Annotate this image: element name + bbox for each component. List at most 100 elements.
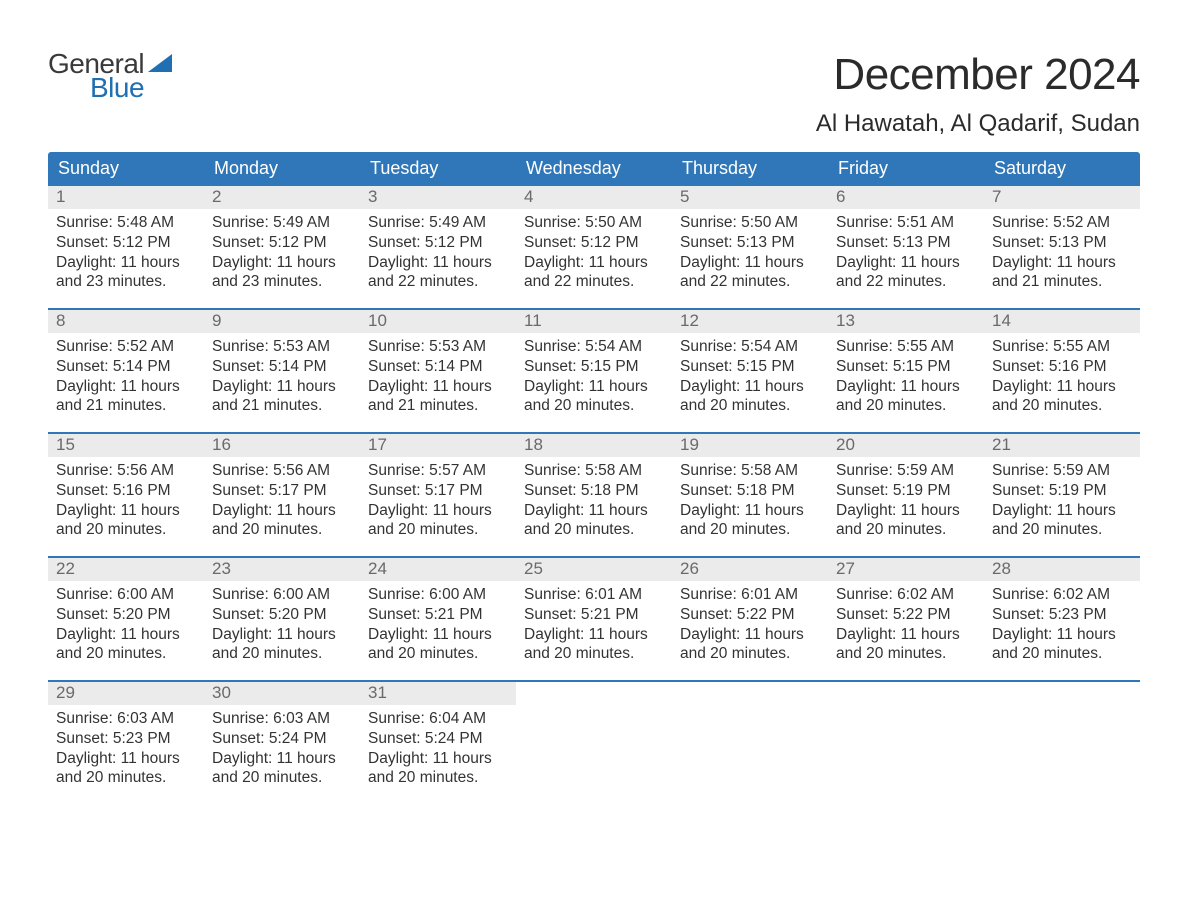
day-body: Sunrise: 5:49 AMSunset: 5:12 PMDaylight:… [360, 209, 516, 300]
day-number: 15 [56, 435, 75, 454]
day-cell: 30 Sunrise: 6:03 AMSunset: 5:24 PMDayligh… [204, 682, 360, 804]
day-number-row: 15 [48, 434, 204, 457]
day-cell: 23 Sunrise: 6:00 AMSunset: 5:20 PMDayligh… [204, 558, 360, 680]
daylight-line1: Daylight: 11 hours [56, 749, 196, 769]
daylight-line2: and 20 minutes. [212, 644, 352, 664]
day-body: Sunrise: 5:57 AMSunset: 5:17 PMDaylight:… [360, 457, 516, 548]
day-number: 25 [524, 559, 543, 578]
daylight-line1: Daylight: 11 hours [524, 377, 664, 397]
sunrise-text: Sunrise: 5:49 AM [368, 213, 508, 233]
daylight-line1: Daylight: 11 hours [56, 625, 196, 645]
sunrise-text: Sunrise: 5:51 AM [836, 213, 976, 233]
daylight-line2: and 20 minutes. [56, 768, 196, 788]
sunrise-text: Sunrise: 5:50 AM [524, 213, 664, 233]
day-number: 30 [212, 683, 231, 702]
sunset-text: Sunset: 5:21 PM [368, 605, 508, 625]
daylight-line1: Daylight: 11 hours [368, 501, 508, 521]
sunset-text: Sunset: 5:12 PM [56, 233, 196, 253]
day-body: Sunrise: 5:53 AMSunset: 5:14 PMDaylight:… [204, 333, 360, 424]
day-number-row: 24 [360, 558, 516, 581]
day-body: Sunrise: 6:04 AMSunset: 5:24 PMDaylight:… [360, 705, 516, 796]
day-body: Sunrise: 5:48 AMSunset: 5:12 PMDaylight:… [48, 209, 204, 300]
sunset-text: Sunset: 5:15 PM [680, 357, 820, 377]
day-cell: 5Sunrise: 5:50 AMSunset: 5:13 PMDaylight… [672, 186, 828, 308]
day-number-row: 12 [672, 310, 828, 333]
day-number-row: 14 [984, 310, 1140, 333]
sunrise-text: Sunrise: 5:58 AM [680, 461, 820, 481]
day-number: 23 [212, 559, 231, 578]
day-number-row: 29 [48, 682, 204, 705]
sunrise-text: Sunrise: 5:54 AM [680, 337, 820, 357]
week-row: 8Sunrise: 5:52 AMSunset: 5:14 PMDaylight… [48, 308, 1140, 432]
logo: General Blue [48, 50, 172, 102]
day-number-row: 26 [672, 558, 828, 581]
daylight-line1: Daylight: 11 hours [992, 377, 1132, 397]
daylight-line2: and 23 minutes. [212, 272, 352, 292]
sunrise-text: Sunrise: 6:00 AM [212, 585, 352, 605]
dow-tuesday: Tuesday [360, 152, 516, 186]
sunrise-text: Sunrise: 6:00 AM [368, 585, 508, 605]
daylight-line1: Daylight: 11 hours [992, 253, 1132, 273]
daylight-line2: and 20 minutes. [680, 520, 820, 540]
day-number-row: 11 [516, 310, 672, 333]
daylight-line2: and 20 minutes. [212, 768, 352, 788]
day-number-row: 8 [48, 310, 204, 333]
day-number-row: 19 [672, 434, 828, 457]
day-cell: 26Sunrise: 6:01 AMSunset: 5:22 PMDayligh… [672, 558, 828, 680]
daylight-line2: and 20 minutes. [368, 644, 508, 664]
day-cell: 10Sunrise: 5:53 AMSunset: 5:14 PMDayligh… [360, 310, 516, 432]
day-number-row: 4 [516, 186, 672, 209]
sunrise-text: Sunrise: 6:03 AM [56, 709, 196, 729]
daylight-line2: and 20 minutes. [212, 520, 352, 540]
day-number: 2 [212, 187, 221, 206]
daylight-line2: and 21 minutes. [992, 272, 1132, 292]
day-number: 24 [368, 559, 387, 578]
day-number: 4 [524, 187, 533, 206]
day-number: 14 [992, 311, 1011, 330]
day-number-row: 28 [984, 558, 1140, 581]
sunrise-text: Sunrise: 5:59 AM [836, 461, 976, 481]
sunrise-text: Sunrise: 5:52 AM [56, 337, 196, 357]
day-body: Sunrise: 5:52 AMSunset: 5:14 PMDaylight:… [48, 333, 204, 424]
daylight-line2: and 20 minutes. [368, 520, 508, 540]
day-number: 11 [524, 311, 542, 330]
day-number: 6 [836, 187, 845, 206]
daylight-line1: Daylight: 11 hours [56, 253, 196, 273]
dow-thursday: Thursday [672, 152, 828, 186]
daylight-line1: Daylight: 11 hours [524, 501, 664, 521]
sunrise-text: Sunrise: 6:03 AM [212, 709, 352, 729]
sunset-text: Sunset: 5:19 PM [836, 481, 976, 501]
daylight-line2: and 20 minutes. [992, 520, 1132, 540]
daylight-line2: and 21 minutes. [56, 396, 196, 416]
day-cell: 11 Sunrise: 5:54 AMSunset: 5:15 PMDayligh… [516, 310, 672, 432]
day-body: Sunrise: 6:02 AMSunset: 5:22 PMDaylight:… [828, 581, 984, 672]
day-number: 16 [212, 435, 231, 454]
day-cell: 18Sunrise: 5:58 AMSunset: 5:18 PMDayligh… [516, 434, 672, 556]
day-number: 28 [992, 559, 1011, 578]
sunset-text: Sunset: 5:16 PM [992, 357, 1132, 377]
day-number-row: 30 [204, 682, 360, 705]
daylight-line1: Daylight: 11 hours [836, 625, 976, 645]
sunset-text: Sunset: 5:14 PM [212, 357, 352, 377]
day-body: Sunrise: 6:03 AMSunset: 5:24 PMDaylight:… [204, 705, 360, 796]
day-cell: 22Sunrise: 6:00 AMSunset: 5:20 PMDayligh… [48, 558, 204, 680]
daylight-line1: Daylight: 11 hours [56, 377, 196, 397]
dow-friday: Friday [828, 152, 984, 186]
page-title: December 2024 [816, 50, 1140, 100]
day-number: 5 [680, 187, 689, 206]
day-body: Sunrise: 5:50 AMSunset: 5:12 PMDaylight:… [516, 209, 672, 300]
day-cell: 27Sunrise: 6:02 AMSunset: 5:22 PMDayligh… [828, 558, 984, 680]
sunrise-text: Sunrise: 5:58 AM [524, 461, 664, 481]
daylight-line1: Daylight: 11 hours [212, 501, 352, 521]
day-body: Sunrise: 5:56 AMSunset: 5:17 PMDaylight:… [204, 457, 360, 548]
daylight-line1: Daylight: 11 hours [992, 625, 1132, 645]
day-number-row: 21 [984, 434, 1140, 457]
day-body: Sunrise: 6:00 AMSunset: 5:20 PMDaylight:… [204, 581, 360, 672]
sunset-text: Sunset: 5:23 PM [992, 605, 1132, 625]
daylight-line1: Daylight: 11 hours [992, 501, 1132, 521]
day-number-row: 22 [48, 558, 204, 581]
day-number: 29 [56, 683, 75, 702]
sunset-text: Sunset: 5:18 PM [524, 481, 664, 501]
day-body: Sunrise: 5:54 AMSunset: 5:15 PMDaylight:… [516, 333, 672, 424]
sunset-text: Sunset: 5:12 PM [524, 233, 664, 253]
